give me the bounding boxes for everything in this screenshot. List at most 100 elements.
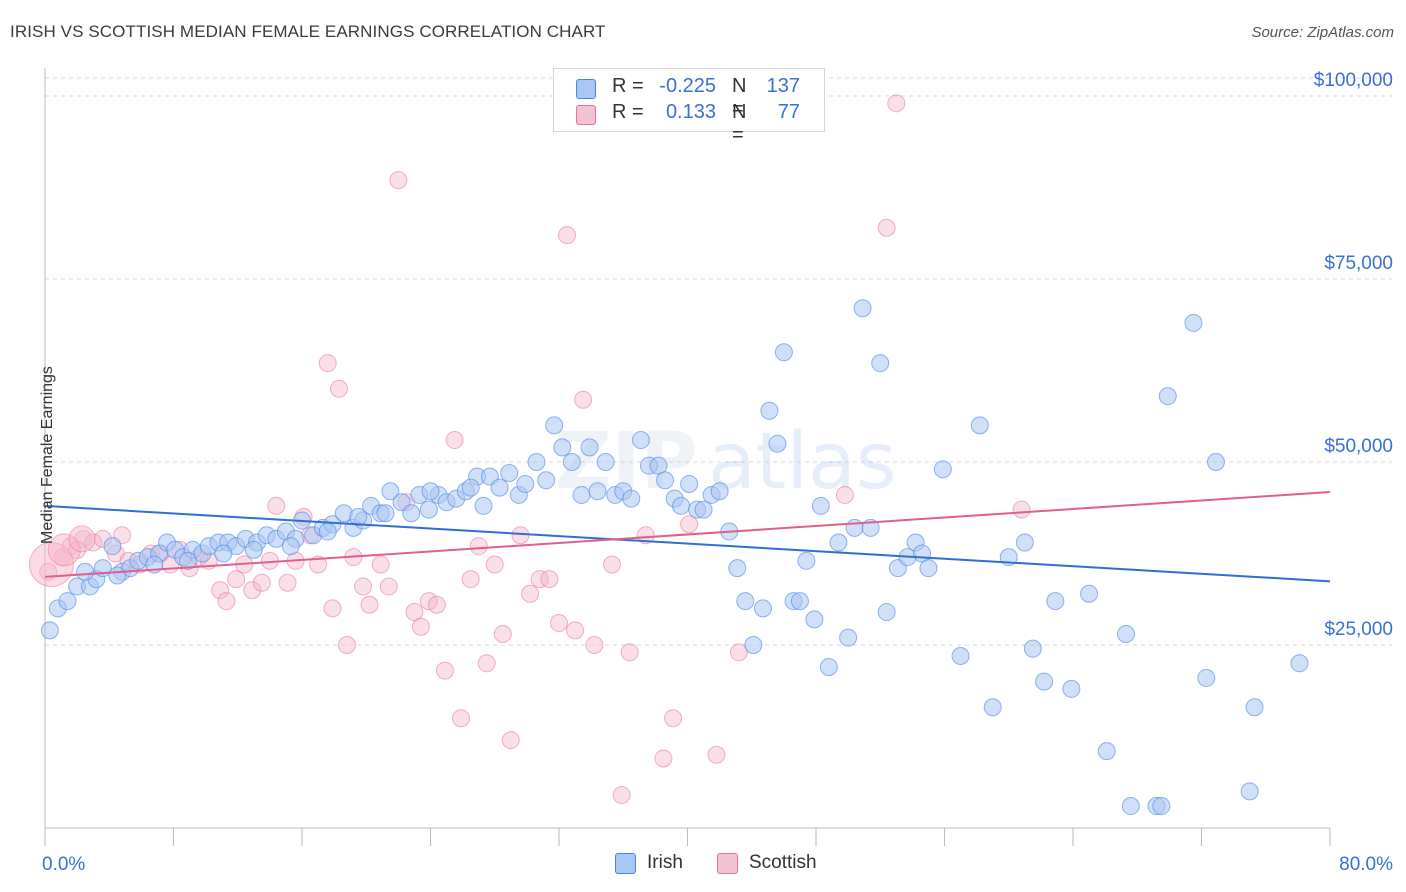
scottish-point xyxy=(521,584,540,603)
scottish-point xyxy=(445,431,464,450)
scottish-point xyxy=(371,555,390,574)
scottish-point xyxy=(540,570,559,589)
irish-point xyxy=(527,453,546,471)
scottish-point xyxy=(493,625,512,644)
scottish-point xyxy=(585,636,604,654)
irish-point xyxy=(580,438,599,457)
scottish-point xyxy=(309,555,328,574)
irish-legend-swatch xyxy=(615,853,636,874)
y-tick-label: $50,000 xyxy=(1324,436,1393,457)
scottish-legend-swatch xyxy=(717,853,738,874)
irish-point xyxy=(1015,533,1034,552)
irish-point xyxy=(1184,313,1203,332)
irish-point xyxy=(419,500,438,519)
irish-point xyxy=(744,636,763,654)
scottish-point xyxy=(612,786,631,805)
irish-point xyxy=(596,453,615,471)
irish-point xyxy=(281,537,300,556)
irish-point xyxy=(631,431,650,450)
irish-point xyxy=(819,657,838,676)
irish-point xyxy=(1240,782,1259,801)
scottish-point xyxy=(267,496,286,515)
irish-points xyxy=(40,299,1309,816)
scottish-point xyxy=(485,555,504,574)
irish-point xyxy=(839,628,858,647)
scottish-point xyxy=(469,537,488,556)
irish-point xyxy=(572,485,591,504)
scottish-point xyxy=(550,614,568,633)
scottish-point xyxy=(452,709,471,728)
scottish-point xyxy=(427,595,446,614)
scottish-point xyxy=(252,573,271,592)
irish-point xyxy=(736,592,755,611)
y-tick-label: $25,000 xyxy=(1324,619,1393,640)
irish-point xyxy=(588,482,607,501)
axes xyxy=(44,68,1331,846)
irish-point xyxy=(805,610,824,629)
irish-point xyxy=(376,504,395,523)
irish-legend-label: Irish xyxy=(647,852,683,873)
irish-point xyxy=(1062,679,1081,698)
chart-title: IRISH VS SCOTTISH MEDIAN FEMALE EARNINGS… xyxy=(10,22,606,41)
x-tick-label-max: 80.0% xyxy=(1339,854,1393,875)
irish-point xyxy=(919,559,938,578)
irish-point xyxy=(845,518,864,537)
x-tick-label-min: 0.0% xyxy=(42,854,85,875)
irish-point xyxy=(1023,639,1042,658)
irish-point xyxy=(983,698,1002,717)
irish-point xyxy=(728,559,747,578)
scottish-point xyxy=(379,577,398,596)
scottish-trend-line xyxy=(44,491,1331,578)
scottish-point xyxy=(477,654,496,673)
irish-point xyxy=(500,463,519,482)
irish-point xyxy=(474,496,493,515)
irish-point xyxy=(768,434,787,453)
trend-lines xyxy=(44,491,1331,583)
irish-point xyxy=(829,533,848,552)
scottish-point xyxy=(1012,500,1031,519)
irish-point xyxy=(490,478,509,497)
irish-point xyxy=(349,507,368,526)
irish-point xyxy=(318,522,337,541)
irish-point xyxy=(381,482,400,501)
irish-point xyxy=(774,343,793,362)
source-label: Source: ZipAtlas.com xyxy=(1251,24,1394,41)
irish-point xyxy=(877,603,896,622)
irish-point xyxy=(951,646,970,665)
legend-irish-r-value: -0.225 xyxy=(659,75,716,97)
scottish-point xyxy=(530,570,549,589)
y-tick-label: $100,000 xyxy=(1314,70,1393,91)
scottish-point xyxy=(217,592,236,611)
irish-point xyxy=(178,551,197,570)
irish-point xyxy=(797,551,816,570)
scottish-point xyxy=(574,390,593,409)
scottish-point xyxy=(337,636,356,654)
irish-point xyxy=(1206,453,1225,471)
irish-point xyxy=(1046,592,1065,611)
legend-scottish-n-value: 77 xyxy=(777,101,800,123)
irish-point xyxy=(656,471,675,490)
legend-irish-r-label: R = xyxy=(612,75,644,97)
irish-point xyxy=(694,500,713,519)
scottish-point xyxy=(636,526,655,545)
scottish-point xyxy=(558,226,577,245)
irish-point xyxy=(933,460,952,479)
legend-scottish-r-value: 0.133 xyxy=(665,101,716,123)
irish-point xyxy=(672,496,691,515)
y-axis-label: Median Female Earnings xyxy=(39,366,56,544)
correlation-legend: R = -0.225 N = 137 R = 0.133 N = 77 xyxy=(553,68,825,146)
scottish-point xyxy=(729,643,748,662)
scottish-point xyxy=(360,595,379,614)
svg-text:atlas: atlas xyxy=(708,417,897,507)
irish-point xyxy=(108,566,127,585)
scottish-point xyxy=(211,581,230,600)
irish-point xyxy=(760,401,779,420)
irish-point xyxy=(537,471,556,490)
scottish-point xyxy=(227,570,246,589)
irish-point xyxy=(1197,668,1216,687)
irish-point xyxy=(790,592,809,611)
irish-point xyxy=(545,416,564,435)
irish-point xyxy=(516,474,535,493)
irish-point xyxy=(1152,797,1171,816)
irish-point xyxy=(58,592,77,611)
